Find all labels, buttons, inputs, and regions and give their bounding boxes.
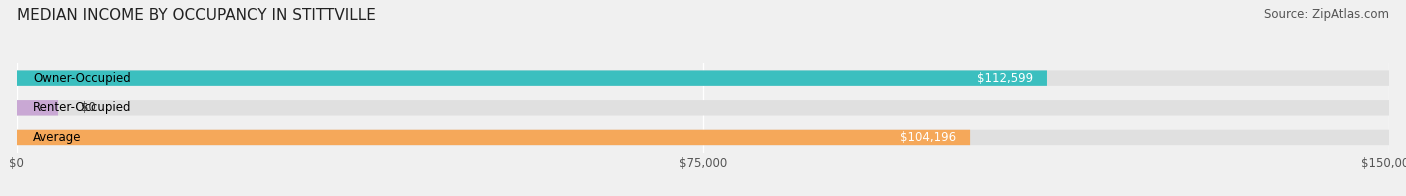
Text: MEDIAN INCOME BY OCCUPANCY IN STITTVILLE: MEDIAN INCOME BY OCCUPANCY IN STITTVILLE xyxy=(17,8,375,23)
FancyBboxPatch shape xyxy=(17,100,58,115)
FancyBboxPatch shape xyxy=(17,70,1047,86)
Text: Renter-Occupied: Renter-Occupied xyxy=(34,101,132,114)
FancyBboxPatch shape xyxy=(17,130,970,145)
Text: Average: Average xyxy=(34,131,82,144)
Text: $104,196: $104,196 xyxy=(900,131,956,144)
FancyBboxPatch shape xyxy=(17,70,1389,86)
FancyBboxPatch shape xyxy=(17,130,1389,145)
Text: $0: $0 xyxy=(82,101,96,114)
Text: Source: ZipAtlas.com: Source: ZipAtlas.com xyxy=(1264,8,1389,21)
Text: $112,599: $112,599 xyxy=(977,72,1033,85)
FancyBboxPatch shape xyxy=(17,100,1389,115)
Text: Owner-Occupied: Owner-Occupied xyxy=(34,72,131,85)
